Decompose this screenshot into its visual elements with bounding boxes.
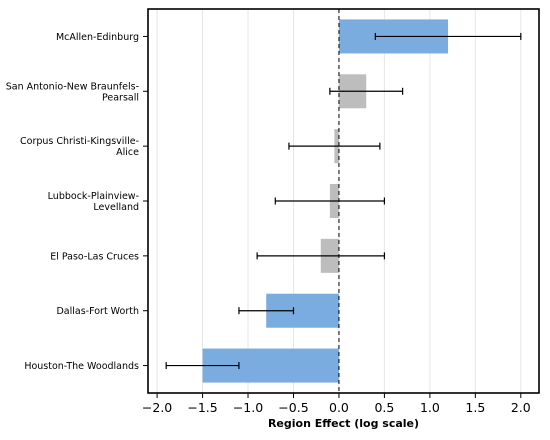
x-tick-label: −1.0	[233, 400, 263, 415]
x-axis-label: Region Effect (log scale)	[268, 417, 419, 430]
error-bar	[165, 362, 240, 370]
error-bar	[238, 307, 295, 315]
error-bar	[374, 32, 522, 40]
y-tick-label: Houston-The Woodlands	[24, 361, 139, 372]
error-bar	[274, 197, 386, 205]
x-tick-label: −1.5	[187, 400, 217, 415]
y-tick-label: McAllen-Edinburg	[56, 32, 139, 43]
y-tick-label: Corpus Christi-Kingsville-	[20, 136, 139, 147]
x-tick-label: 0.5	[374, 400, 394, 415]
error-bars	[165, 32, 522, 370]
x-tick-label: 2.0	[511, 400, 531, 415]
error-bar	[288, 142, 381, 150]
y-tick-label: Levelland	[93, 202, 139, 213]
x-tick-label: 1.0	[420, 400, 440, 415]
y-tick-label: Lubbock-Plainview-	[48, 191, 139, 202]
y-tick-label: Alice	[116, 147, 139, 158]
y-tick-label: Pearsall	[102, 92, 139, 103]
error-bar	[329, 87, 404, 95]
error-bar	[256, 252, 386, 260]
y-tick-label: San Antonio-New Braunfels-	[6, 81, 139, 92]
x-tick-label: 1.5	[465, 400, 485, 415]
x-tick-label: 0.0	[329, 400, 349, 415]
y-tick-label: Dallas-Fort Worth	[56, 306, 139, 317]
y-tick-label: El Paso-Las Cruces	[50, 251, 139, 262]
x-tick-label: −2.0	[142, 400, 172, 415]
y-axis-ticks: McAllen-Edinburg San Antonio-New Braunfel…	[6, 32, 148, 372]
x-tick-label: −0.5	[278, 400, 308, 415]
x-axis-ticks: −2.0 −1.5 −1.0 −0.5 0.0 0.5 1.0 1.5 2.0	[142, 393, 531, 415]
